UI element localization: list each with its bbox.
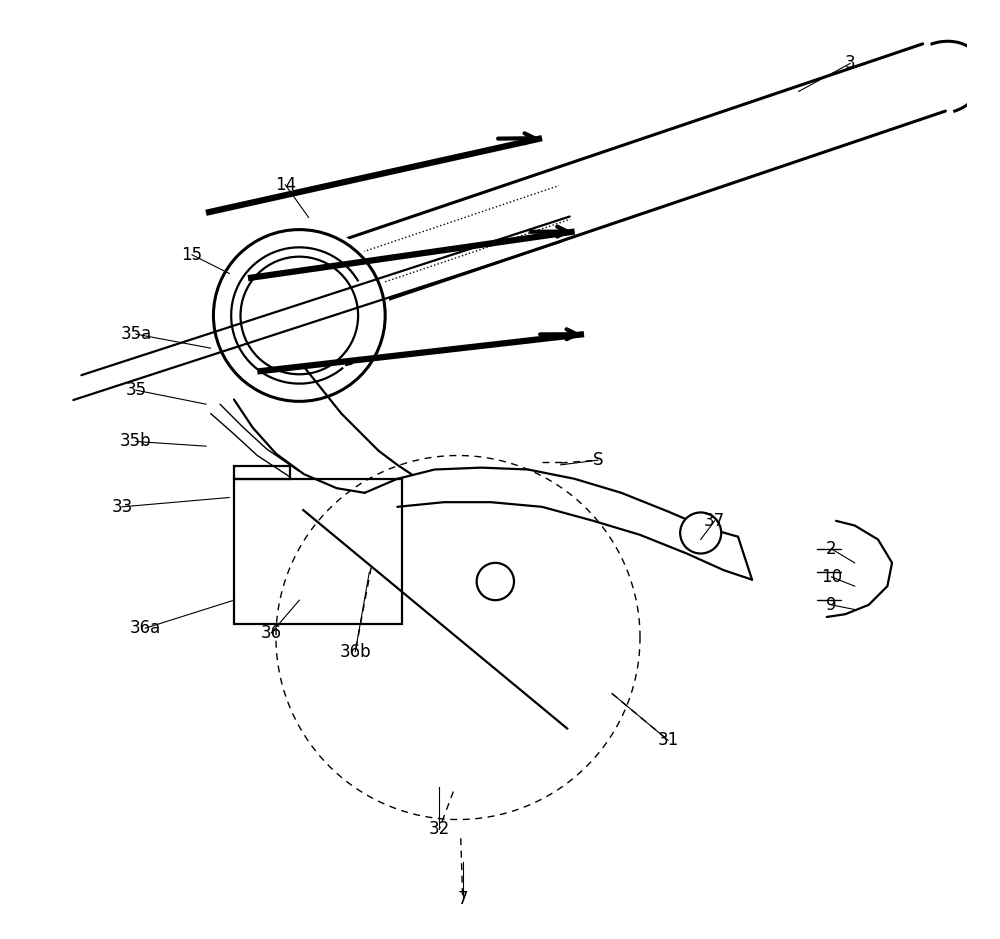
Text: 33: 33 <box>111 498 133 516</box>
Text: 7: 7 <box>457 890 468 908</box>
Text: 31: 31 <box>657 731 679 749</box>
Text: 37: 37 <box>704 512 725 530</box>
Text: 35a: 35a <box>120 325 152 343</box>
Text: 32: 32 <box>429 820 450 838</box>
Circle shape <box>477 562 514 600</box>
Text: 3: 3 <box>845 54 855 72</box>
Text: 35b: 35b <box>120 433 152 451</box>
Text: 36: 36 <box>261 623 282 642</box>
Circle shape <box>209 225 390 406</box>
Bar <box>234 479 402 623</box>
Text: 15: 15 <box>181 246 203 264</box>
Text: 14: 14 <box>275 176 296 193</box>
Text: 9: 9 <box>826 596 837 614</box>
Text: 10: 10 <box>821 568 842 586</box>
Text: 36b: 36b <box>340 642 371 660</box>
Bar <box>234 466 290 479</box>
Text: 35: 35 <box>125 381 147 399</box>
Circle shape <box>680 513 721 553</box>
Text: S: S <box>593 451 603 470</box>
Text: 36a: 36a <box>130 619 161 638</box>
Text: 2: 2 <box>826 540 837 558</box>
